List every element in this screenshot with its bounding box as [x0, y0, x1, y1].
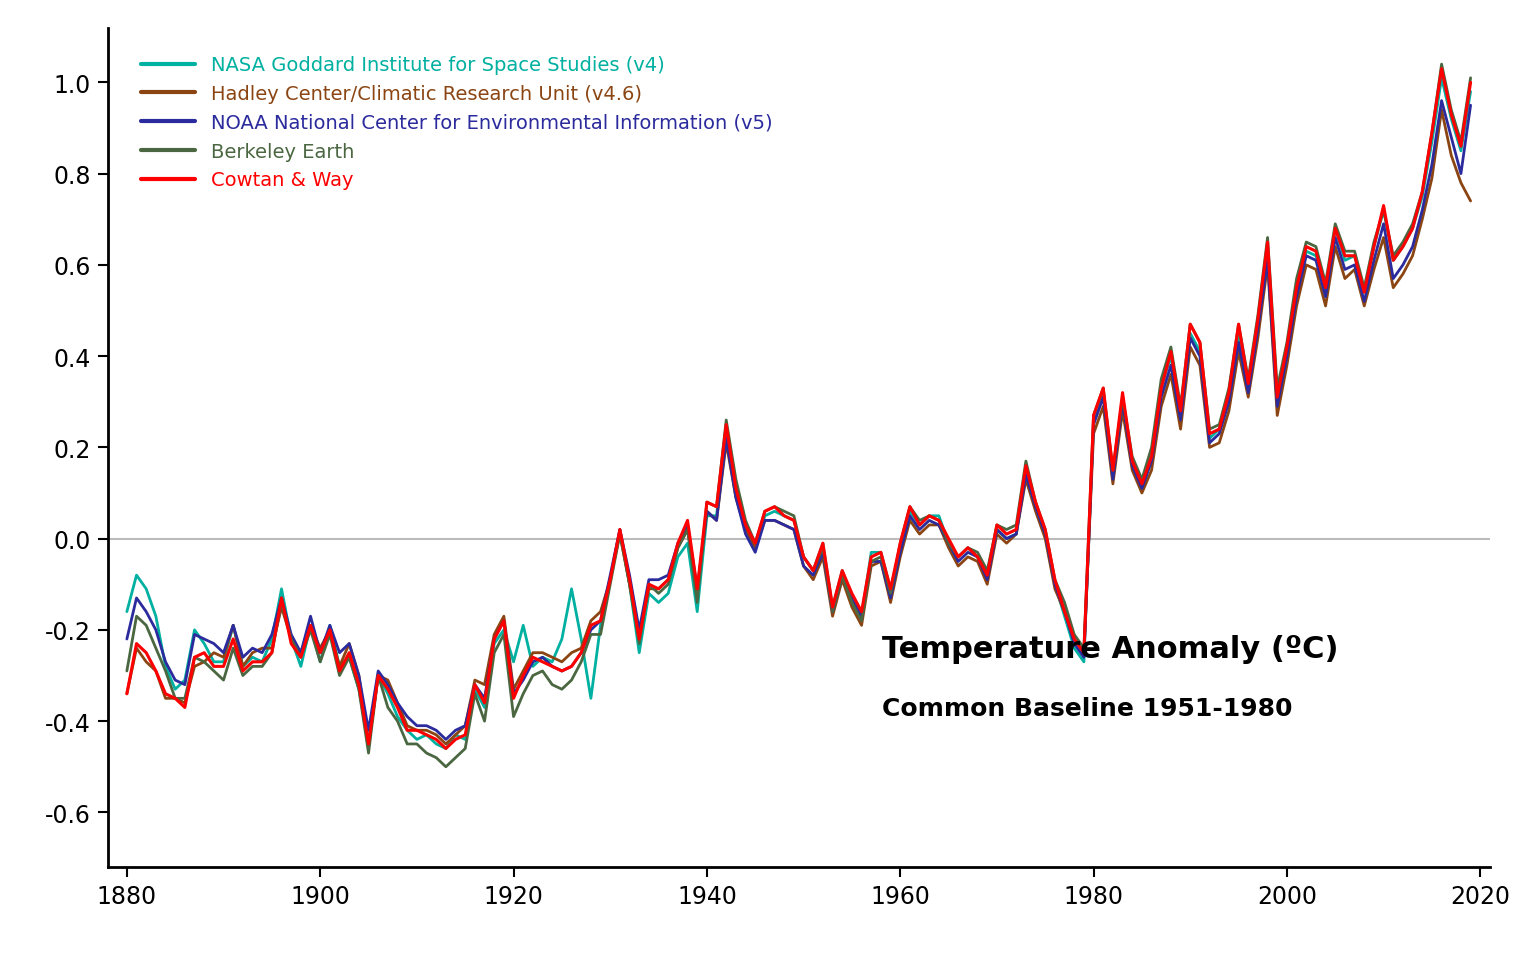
Berkeley Earth: [794, 552, 813, 563]
Text: Temperature Anomaly (ºC): Temperature Anomaly (ºC): [882, 635, 1338, 663]
Cowtan & Way: [794, 552, 813, 563]
Line: Cowtan & Way: Cowtan & Way: [127, 70, 1470, 749]
Berkeley Earth: [253, 661, 272, 673]
Hadley Center/Climatic Research Unit (v4.6): [166, 693, 184, 704]
Hadley Center/Climatic Research Unit (v4.6): [688, 588, 707, 599]
Cowtan & Way: [195, 647, 214, 659]
NASA Goddard Institute for Space Studies (v4): [1433, 73, 1452, 85]
Cowtan & Way: [436, 743, 455, 755]
Hadley Center/Climatic Research Unit (v4.6): [369, 670, 387, 681]
Berkeley Earth: [436, 761, 455, 773]
Cowtan & Way: [166, 693, 184, 704]
NOAA National Center for Environmental Information (v5): [1461, 100, 1479, 112]
Hadley Center/Climatic Research Unit (v4.6): [794, 560, 813, 572]
Hadley Center/Climatic Research Unit (v4.6): [1461, 196, 1479, 208]
Line: Berkeley Earth: Berkeley Earth: [127, 65, 1470, 767]
Cowtan & Way: [118, 688, 137, 700]
Cowtan & Way: [1461, 77, 1479, 89]
Line: NASA Goddard Institute for Space Studies (v4): NASA Goddard Institute for Space Studies…: [127, 79, 1470, 749]
NOAA National Center for Environmental Information (v5): [688, 583, 707, 595]
Legend: NASA Goddard Institute for Space Studies (v4), Hadley Center/Climatic Research U: NASA Goddard Institute for Space Studies…: [131, 47, 782, 200]
Hadley Center/Climatic Research Unit (v4.6): [359, 739, 378, 750]
NOAA National Center for Environmental Information (v5): [253, 647, 272, 659]
NOAA National Center for Environmental Information (v5): [794, 560, 813, 572]
Text: Common Baseline 1951-1980: Common Baseline 1951-1980: [882, 696, 1292, 720]
NASA Goddard Institute for Space Studies (v4): [253, 657, 272, 668]
NOAA National Center for Environmental Information (v5): [166, 675, 184, 686]
Berkeley Earth: [688, 598, 707, 609]
NOAA National Center for Environmental Information (v5): [436, 734, 455, 745]
NOAA National Center for Environmental Information (v5): [118, 634, 137, 645]
Berkeley Earth: [359, 747, 378, 759]
Cowtan & Way: [1433, 64, 1452, 75]
NASA Goddard Institute for Space Studies (v4): [195, 639, 214, 650]
NASA Goddard Institute for Space Studies (v4): [166, 683, 184, 695]
Berkeley Earth: [195, 657, 214, 668]
NASA Goddard Institute for Space Studies (v4): [1461, 87, 1479, 98]
NOAA National Center for Environmental Information (v5): [195, 634, 214, 645]
Hadley Center/Climatic Research Unit (v4.6): [195, 657, 214, 668]
Hadley Center/Climatic Research Unit (v4.6): [1433, 105, 1452, 116]
Berkeley Earth: [1461, 73, 1479, 85]
NASA Goddard Institute for Space Studies (v4): [794, 552, 813, 563]
Hadley Center/Climatic Research Unit (v4.6): [253, 642, 272, 654]
NASA Goddard Institute for Space Studies (v4): [436, 743, 455, 755]
Cowtan & Way: [359, 739, 378, 750]
Berkeley Earth: [166, 693, 184, 704]
Line: Hadley Center/Climatic Research Unit (v4.6): Hadley Center/Climatic Research Unit (v4…: [127, 111, 1470, 744]
NASA Goddard Institute for Space Studies (v4): [359, 739, 378, 750]
Line: NOAA National Center for Environmental Information (v5): NOAA National Center for Environmental I…: [127, 102, 1470, 740]
Berkeley Earth: [1433, 59, 1452, 71]
Berkeley Earth: [118, 665, 137, 677]
Cowtan & Way: [253, 657, 272, 668]
NASA Goddard Institute for Space Studies (v4): [118, 606, 137, 618]
NOAA National Center for Environmental Information (v5): [359, 725, 378, 737]
Cowtan & Way: [688, 583, 707, 595]
Hadley Center/Climatic Research Unit (v4.6): [118, 688, 137, 700]
NOAA National Center for Environmental Information (v5): [1433, 96, 1452, 108]
NASA Goddard Institute for Space Studies (v4): [688, 606, 707, 618]
